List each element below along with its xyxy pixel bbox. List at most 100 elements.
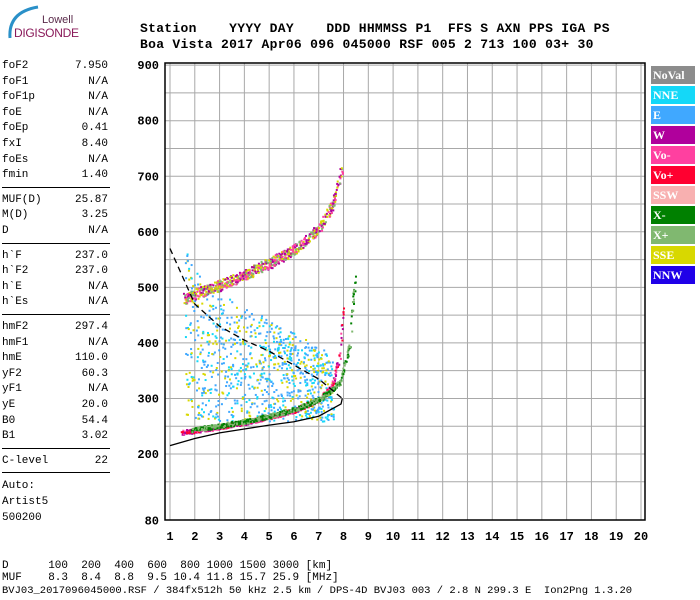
trace-point: [284, 258, 287, 261]
trace-point: [333, 195, 336, 198]
echo-point: [236, 372, 239, 375]
echo-point: [283, 399, 286, 402]
trace-point: [207, 427, 210, 430]
echo-point: [312, 415, 315, 418]
trace-point: [294, 411, 297, 414]
trace-point: [291, 410, 294, 413]
trace-point: [245, 270, 248, 273]
echo-point: [252, 318, 255, 321]
trace-point: [345, 360, 348, 363]
trace-point: [193, 428, 196, 431]
trace-point: [276, 255, 279, 258]
param-value: N/A: [88, 106, 108, 119]
trace-point: [198, 287, 201, 290]
trace-point: [245, 269, 248, 272]
trace-point: [228, 285, 231, 288]
trace-point: [188, 431, 191, 434]
echo-point: [199, 283, 202, 286]
echo-point: [186, 413, 189, 416]
echo-point: [204, 360, 207, 363]
echo-point: [250, 323, 253, 326]
echo-point: [202, 361, 205, 364]
trace-point: [307, 237, 310, 240]
trace-point: [249, 418, 252, 421]
legend-item-vo-: Vo+: [651, 166, 695, 184]
echo-point: [264, 359, 267, 362]
echo-point: [306, 354, 309, 357]
trace-point: [232, 274, 235, 277]
echo-point: [314, 386, 317, 389]
trace-point: [231, 280, 234, 283]
trace-point: [334, 192, 337, 195]
trace-point: [236, 276, 239, 279]
trace-point: [300, 248, 303, 251]
echo-point: [230, 316, 233, 319]
echo-point: [232, 365, 235, 368]
echo-point: [192, 376, 195, 379]
echo-point: [284, 352, 287, 355]
trace-point: [254, 270, 257, 273]
trace-point: [332, 384, 335, 387]
trace-point: [318, 230, 321, 233]
trace-point: [216, 280, 219, 283]
trace-point: [237, 275, 240, 278]
echo-point: [279, 338, 282, 341]
echo-point: [193, 310, 196, 313]
param-yf1: yF1 N/A: [2, 383, 108, 397]
trace-point: [209, 287, 212, 290]
echo-point: [221, 337, 224, 340]
echo-point: [261, 413, 264, 416]
trace-point: [341, 371, 344, 374]
trace-point: [304, 404, 307, 407]
trace-point: [279, 415, 282, 418]
echo-point: [273, 406, 276, 409]
echo-point: [248, 315, 251, 318]
trace-point: [262, 262, 265, 265]
trace-point: [304, 405, 307, 408]
trace-point: [233, 277, 236, 280]
echo-point: [208, 340, 211, 343]
echo-point: [283, 350, 286, 353]
trace-point: [341, 171, 344, 174]
echo-point: [221, 328, 224, 331]
param-value: N/A: [88, 153, 108, 166]
trace-point: [283, 409, 286, 412]
param-foe: foE N/A: [2, 107, 108, 121]
echo-point: [313, 367, 316, 370]
trace-point: [291, 249, 294, 252]
echo-point: [217, 317, 220, 320]
trace-point: [340, 343, 343, 346]
echo-point: [328, 361, 331, 364]
echo-point: [219, 317, 222, 320]
trace-point: [324, 222, 327, 225]
trace-point: [247, 276, 250, 279]
trace-point: [279, 258, 282, 261]
trace-point: [311, 400, 314, 403]
trace-point: [299, 408, 302, 411]
trace-point: [338, 381, 341, 384]
trace-point: [218, 282, 221, 285]
echo-point: [287, 378, 290, 381]
echo-point: [284, 406, 287, 409]
trace-point: [301, 242, 304, 245]
trace-point: [288, 255, 291, 258]
trace-point: [326, 208, 329, 211]
trace-point: [235, 278, 238, 281]
trace-point: [298, 408, 301, 411]
echo-point: [203, 363, 206, 366]
trace-point: [353, 302, 356, 305]
param-value: 1.40: [81, 169, 108, 182]
echo-point: [218, 393, 221, 396]
echo-point: [192, 301, 195, 304]
param-value: N/A: [88, 336, 108, 349]
trace-point: [182, 429, 185, 432]
trace-point: [312, 233, 315, 236]
trace-point: [342, 373, 345, 376]
echo-point: [246, 411, 249, 414]
legend-item-sse: SSE: [651, 246, 695, 264]
echo-point: [197, 347, 200, 350]
echo-point: [207, 399, 210, 402]
trace-point: [289, 409, 292, 412]
echo-point: [310, 347, 313, 350]
trace-point: [230, 423, 233, 426]
